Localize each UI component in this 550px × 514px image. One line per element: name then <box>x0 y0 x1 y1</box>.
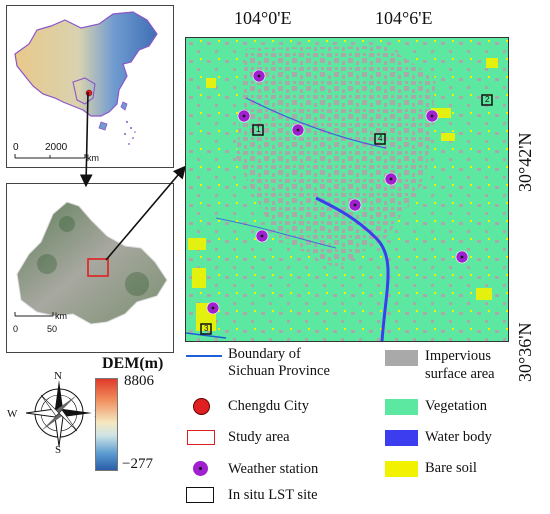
legend-chengdu-swatch <box>193 398 210 415</box>
compass-south: S <box>55 444 62 456</box>
lst-site-label-4: 4 <box>378 134 383 143</box>
legend-impervious-label-line1: Impervious <box>425 348 492 364</box>
lst-site-1 <box>252 124 264 136</box>
sichuan-scale-unit: km <box>55 311 67 321</box>
legend-boundary-label-line2: Sichuan Province <box>228 363 330 379</box>
river <box>315 196 390 341</box>
lst-site-label-2: 2 <box>485 95 490 104</box>
study-area-map: 1 2 3 4 <box>185 37 509 342</box>
china-outline <box>14 11 158 117</box>
legend-water-label: Water body <box>425 429 492 445</box>
sichuan-inset-map: 0 50 km <box>6 183 174 353</box>
sichuan-region-outline <box>16 201 168 325</box>
arrow-sichuan-to-study <box>105 165 187 261</box>
dem-title: DEM(m) <box>102 355 164 372</box>
china-scale-unit: km <box>87 153 99 163</box>
compass-rose-icon <box>25 380 92 447</box>
lat-label-30-36: 30°36'N <box>515 322 535 382</box>
lst-sites <box>200 94 493 335</box>
legend-vegetation-label: Vegetation <box>425 398 488 414</box>
china-scale-start: 0 <box>13 142 19 153</box>
lst-site-label-3: 3 <box>204 324 209 333</box>
china-map-graphic <box>14 11 158 159</box>
legend-lst-label: In situ LST site <box>228 487 318 503</box>
legend-study-area-swatch <box>187 430 215 445</box>
legend-chengdu-label: Chengdu City <box>228 398 309 414</box>
sichuan-scale-start: 0 <box>13 324 19 334</box>
lon-label-104-0: 104°0'E <box>234 8 292 28</box>
legend-weather-dot <box>199 467 202 470</box>
impervious-core <box>236 46 436 268</box>
legend-bare-label: Bare soil <box>425 460 477 476</box>
legend-weather-label: Weather station <box>228 461 319 477</box>
sichuan-map-graphic <box>14 201 168 325</box>
dem-color-bar <box>95 378 118 471</box>
legend-impervious-swatch <box>385 350 418 366</box>
dem-max-label: 8806 <box>124 373 154 389</box>
dem-min-label: −277 <box>122 456 153 472</box>
lst-site-4 <box>374 133 386 145</box>
lon-label-104-6: 104°6'E <box>375 8 433 28</box>
compass-north: N <box>54 370 62 382</box>
study-area-box <box>87 258 109 277</box>
lat-label-30-42: 30°42'N <box>515 132 535 192</box>
legend-vegetation-swatch <box>385 399 418 415</box>
sichuan-scale-end: 50 <box>47 324 58 334</box>
compass-west: W <box>7 408 18 420</box>
legend-study-area-label: Study area <box>228 429 290 445</box>
legend-lst-swatch <box>186 487 214 503</box>
china-inset-map: 0 2000 km <box>6 5 174 168</box>
sichuan-outline <box>72 77 96 105</box>
legend-boundary-swatch <box>186 355 222 357</box>
legend-water-swatch <box>385 430 418 446</box>
legend-boundary-label-line1: Boundary of <box>228 346 301 362</box>
lst-site-3 <box>200 323 212 335</box>
land-cover-map <box>186 38 508 341</box>
china-scale-end: 2000 <box>45 142 68 153</box>
legend-impervious-label-line2: surface area <box>425 366 495 382</box>
arrow-china-to-sichuan <box>79 91 93 188</box>
legend-bare-swatch <box>385 461 418 477</box>
lst-site-2 <box>481 94 493 106</box>
lst-site-label-1: 1 <box>256 125 261 134</box>
boundary-line <box>186 332 227 339</box>
